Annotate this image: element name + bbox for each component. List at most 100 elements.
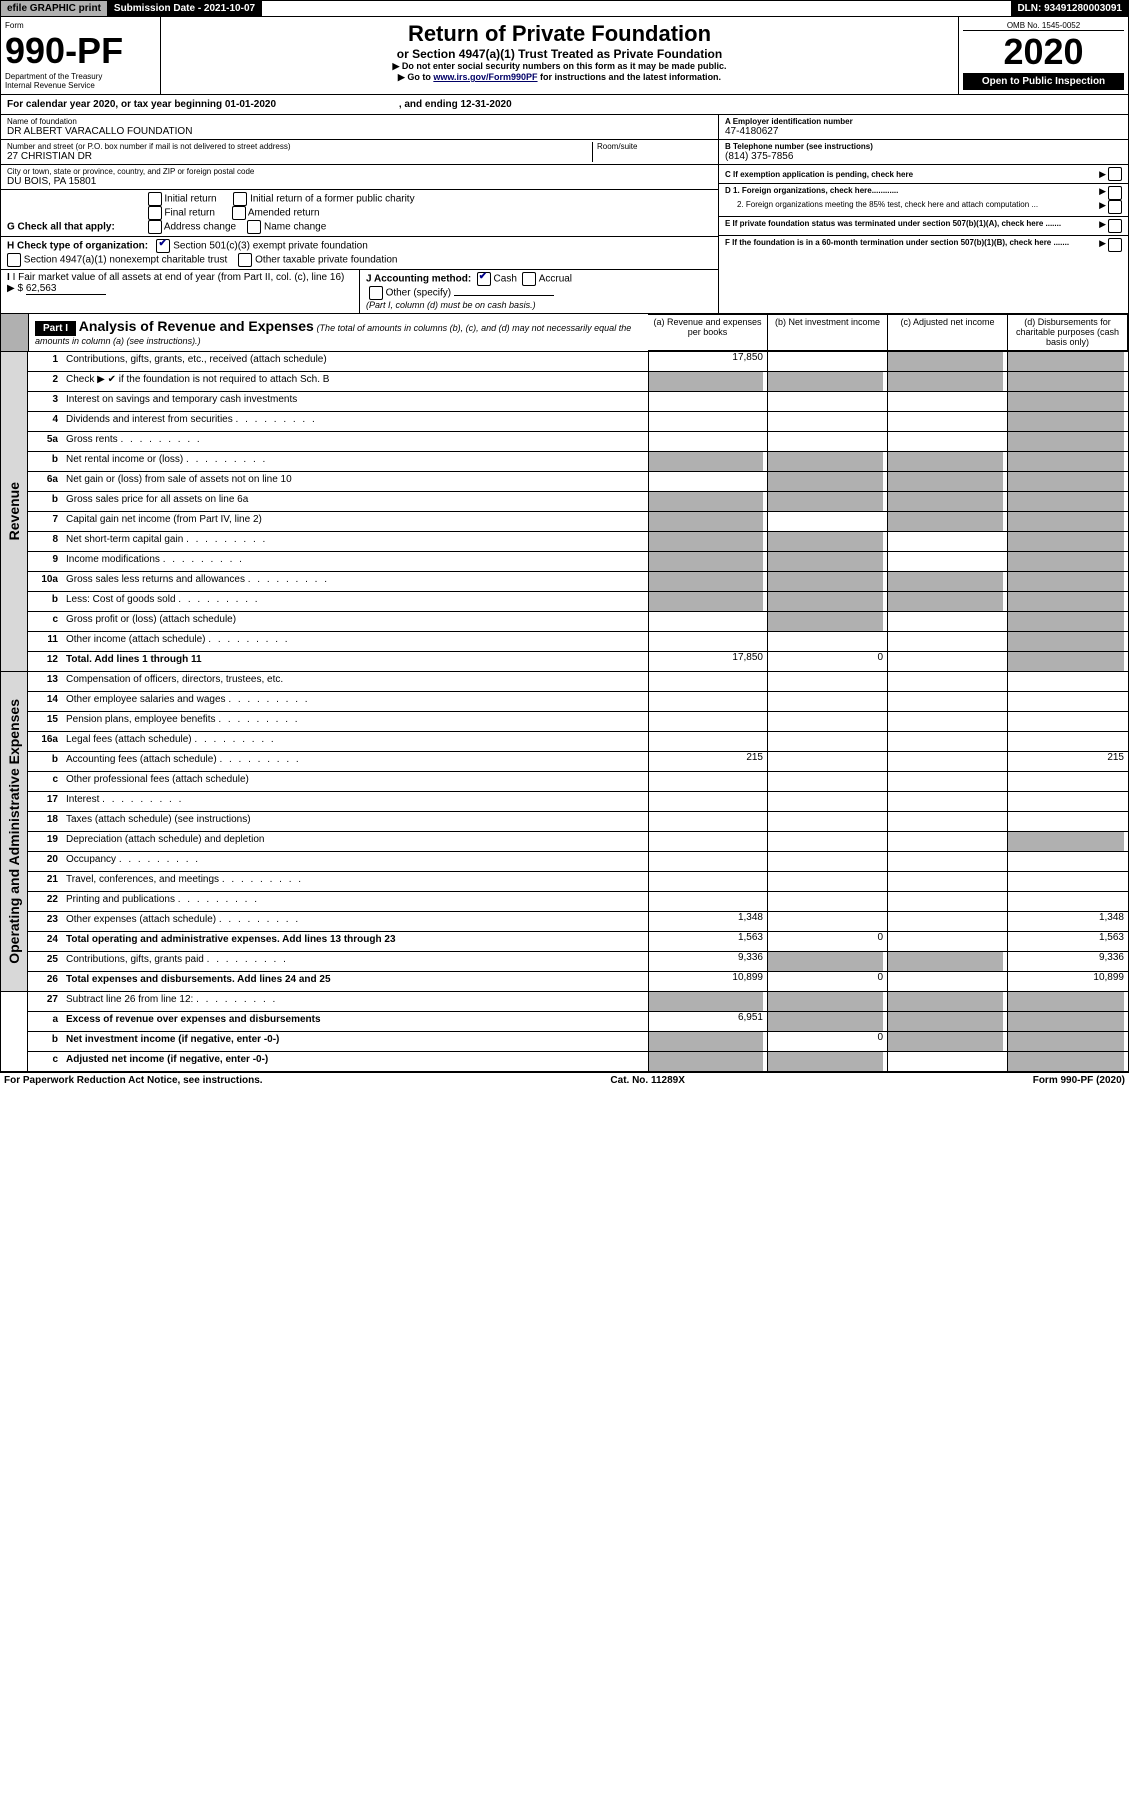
col-b-value [768,952,888,971]
checkbox-D1[interactable] [1108,186,1122,200]
row-label: Gross sales less returns and allowances [62,572,648,591]
form-number: 990-PF [5,30,156,72]
checkbox-address-change[interactable] [148,220,162,234]
row-number: 10a [28,572,62,591]
col-a-value [648,632,768,651]
section-F: F If the foundation is in a 60-month ter… [719,236,1128,254]
city-block: City or town, state or province, country… [1,165,718,190]
col-a-value: 17,850 [648,652,768,671]
table-row: 6aNet gain or (loss) from sale of assets… [28,472,1128,492]
calendar-year-row: For calendar year 2020, or tax year begi… [0,95,1129,115]
col-c-value [888,952,1008,971]
col-a-value [648,1052,768,1071]
col-b-value [768,892,888,911]
checkbox-F[interactable] [1108,238,1122,252]
checkbox-C[interactable] [1108,167,1122,181]
section-D: D 1. Foreign organizations, check here..… [719,184,1128,217]
row-label: Travel, conferences, and meetings [62,872,648,891]
col-d-value [1008,632,1128,651]
col-c-value [888,832,1008,851]
col-d-value [1008,592,1128,611]
info-left: Name of foundation DR ALBERT VARACALLO F… [1,115,718,313]
col-a-header: (a) Revenue and expenses per books [648,314,768,351]
col-c-value [888,532,1008,551]
checkbox-other-method[interactable] [369,286,383,300]
col-b-value [768,592,888,611]
checkbox-name-change[interactable] [247,220,261,234]
column-headers: (a) Revenue and expenses per books (b) N… [648,314,1128,351]
checkbox-initial-former[interactable] [233,192,247,206]
table-row: aExcess of revenue over expenses and dis… [28,1012,1128,1032]
row-label: Total operating and administrative expen… [62,932,648,951]
row-label: Total expenses and disbursements. Add li… [62,972,648,991]
col-c-value [888,492,1008,511]
checkbox-501c3[interactable] [156,239,170,253]
table-row: 22Printing and publications [28,892,1128,912]
col-c-value [888,472,1008,491]
row-number: c [28,1052,62,1071]
col-d-value [1008,712,1128,731]
row-number: b [28,752,62,771]
row-label: Total. Add lines 1 through 11 [62,652,648,671]
row-number: b [28,492,62,511]
row-label: Less: Cost of goods sold [62,592,648,611]
row-number: b [28,1032,62,1051]
row-number: 18 [28,812,62,831]
row-number: b [28,452,62,471]
col-d-value [1008,552,1128,571]
part1-title: Analysis of Revenue and Expenses [79,318,314,334]
checkbox-4947a1[interactable] [7,253,21,267]
row-number: 8 [28,532,62,551]
table-row: 2Check ▶ ✔ if the foundation is not requ… [28,372,1128,392]
section-H: H Check type of organization: Section 50… [1,237,718,270]
row-number: 20 [28,852,62,871]
row-number: 1 [28,352,62,371]
col-a-value [648,892,768,911]
col-b-header: (b) Net investment income [768,314,888,351]
opex-grid: Operating and Administrative Expenses 13… [0,672,1129,992]
col-b-value [768,992,888,1011]
table-row: 25Contributions, gifts, grants paid 9,33… [28,952,1128,972]
checkbox-amended[interactable] [232,206,246,220]
checkbox-other-taxable[interactable] [238,253,252,267]
col-d-value [1008,492,1128,511]
header-note2: ▶ Go to www.irs.gov/Form990PF for instru… [165,72,954,83]
col-a-value: 10,899 [648,972,768,991]
bottom-grid: 27Subtract line 26 from line 12: aExcess… [0,992,1129,1072]
col-b-value [768,1012,888,1031]
col-c-value [888,392,1008,411]
section-E: E If private foundation status was termi… [719,217,1128,236]
col-b-value [768,692,888,711]
col-c-value [888,672,1008,691]
checkbox-accrual[interactable] [522,272,536,286]
col-a-value [648,392,768,411]
row-number: 25 [28,952,62,971]
col-c-value [888,932,1008,951]
checkbox-final-return[interactable] [148,206,162,220]
checkbox-initial-return[interactable] [148,192,162,206]
checkbox-D2[interactable] [1108,200,1122,214]
checkbox-E[interactable] [1108,219,1122,233]
col-c-value [888,632,1008,651]
col-b-value [768,1052,888,1071]
col-c-value [888,772,1008,791]
col-d-value [1008,472,1128,491]
col-b-value [768,512,888,531]
col-a-value [648,492,768,511]
row-label: Subtract line 26 from line 12: [62,992,648,1011]
col-c-value [888,872,1008,891]
table-row: 10aGross sales less returns and allowanc… [28,572,1128,592]
table-row: 16aLegal fees (attach schedule) [28,732,1128,752]
section-IJ: I I Fair market value of all assets at e… [1,270,718,313]
irs-link[interactable]: www.irs.gov/Form990PF [433,72,537,82]
col-c-value [888,812,1008,831]
col-b-value [768,552,888,571]
section-J: J Accounting method: Cash Accrual Other … [360,270,718,313]
row-label: Capital gain net income (from Part IV, l… [62,512,648,531]
checkbox-cash[interactable] [477,272,491,286]
row-label: Depreciation (attach schedule) and deple… [62,832,648,851]
col-d-value [1008,832,1128,851]
foundation-info: Name of foundation DR ALBERT VARACALLO F… [0,115,1129,314]
row-number: 12 [28,652,62,671]
col-c-value [888,372,1008,391]
